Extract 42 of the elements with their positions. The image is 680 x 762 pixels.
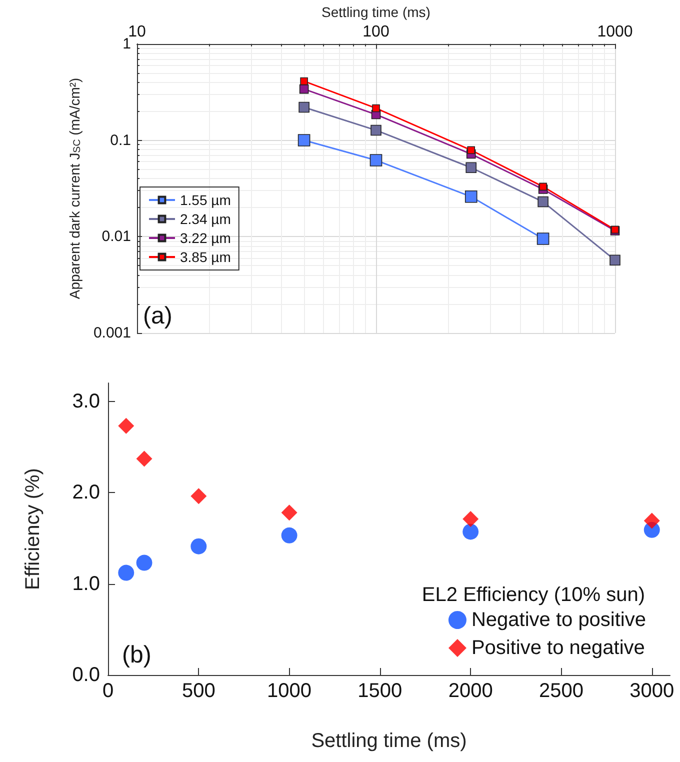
point	[136, 450, 152, 467]
y-tick-label: 1	[122, 35, 131, 52]
annotation: (a)	[143, 302, 172, 330]
y-tick-label: 0.0	[72, 664, 100, 686]
x-tick-label: 3000	[630, 680, 674, 702]
y-tick-label: 0.01	[102, 228, 131, 246]
legend-label: 3.22 µm	[180, 230, 231, 246]
legend-label: Positive to negative	[471, 637, 645, 659]
point	[281, 527, 298, 544]
x-tick-label: 10	[128, 23, 146, 40]
point	[118, 418, 134, 434]
legend-title: EL2 Efficiency (10% sun)	[422, 584, 645, 606]
legend-label: 1.55 µm	[180, 192, 231, 208]
x-tick-label: 2000	[448, 680, 493, 702]
point	[136, 554, 152, 571]
point	[462, 510, 479, 527]
x-tick-label: 1000	[267, 680, 312, 702]
y-tick-label: 1.0	[72, 572, 100, 595]
point	[462, 524, 479, 540]
y-axis-title: Efficiency (%)	[22, 468, 44, 590]
point	[281, 504, 298, 521]
y-axis-title: Apparent dark current JSC (mA/cm²)	[66, 78, 84, 300]
x-tick-label: 500	[182, 680, 216, 702]
x-axis-title: Settling time (ms)	[311, 730, 467, 752]
legend-label: 2.34 µm	[180, 211, 231, 227]
x-axis-title: Settling time (ms)	[322, 4, 430, 20]
y-tick-label: 0.001	[93, 324, 131, 342]
annotation: (b)	[122, 642, 152, 668]
point	[190, 488, 207, 504]
y-tick-label: 0.1	[110, 132, 131, 149]
point	[118, 564, 134, 581]
point	[644, 512, 660, 529]
x-tick-label: 2500	[538, 680, 584, 702]
x-tick-label: 1500	[358, 680, 402, 702]
x-tick-label: 0	[102, 680, 114, 702]
legend-label: Negative to positive	[471, 609, 646, 631]
legend-label: 3.85 µm	[180, 249, 231, 265]
x-tick-label: 100	[362, 23, 390, 40]
point	[190, 538, 207, 554]
y-tick-label: 2.0	[72, 482, 100, 504]
y-tick-label: 3.0	[72, 390, 100, 412]
x-tick-label: 1000	[597, 23, 633, 40]
